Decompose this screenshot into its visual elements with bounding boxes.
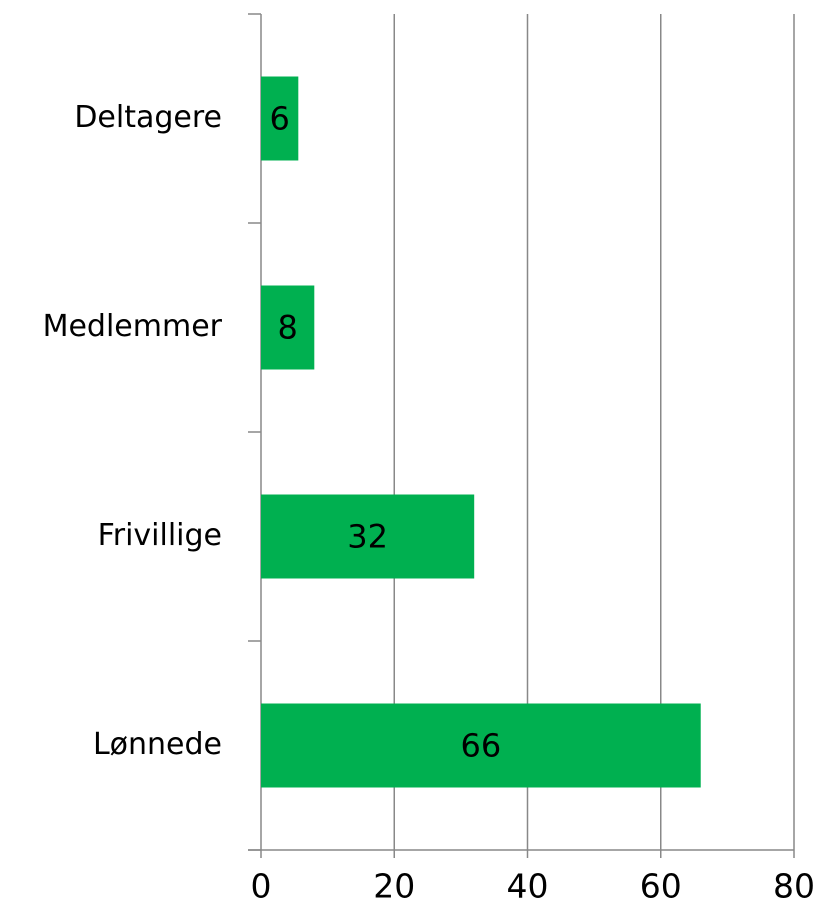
x-tick-label: 60 — [640, 867, 682, 906]
y-tick-label: Deltagere — [74, 100, 222, 135]
bar — [261, 703, 701, 788]
data-label: 66 — [461, 727, 502, 765]
x-tick-label: 40 — [507, 867, 549, 906]
bar — [261, 494, 475, 579]
y-tick-label: Frivillige — [98, 518, 222, 553]
data-label: 32 — [347, 518, 388, 556]
x-tick-label: 80 — [773, 867, 815, 906]
y-tick-label: Medlemmer — [43, 309, 223, 344]
data-label: 8 — [277, 309, 297, 347]
x-tick-label: 0 — [251, 867, 272, 906]
y-tick-label: Lønnede — [93, 727, 222, 762]
bar — [261, 285, 315, 370]
data-label: 6 — [269, 100, 289, 138]
x-tick-label: 20 — [373, 867, 415, 906]
bar — [261, 76, 299, 161]
